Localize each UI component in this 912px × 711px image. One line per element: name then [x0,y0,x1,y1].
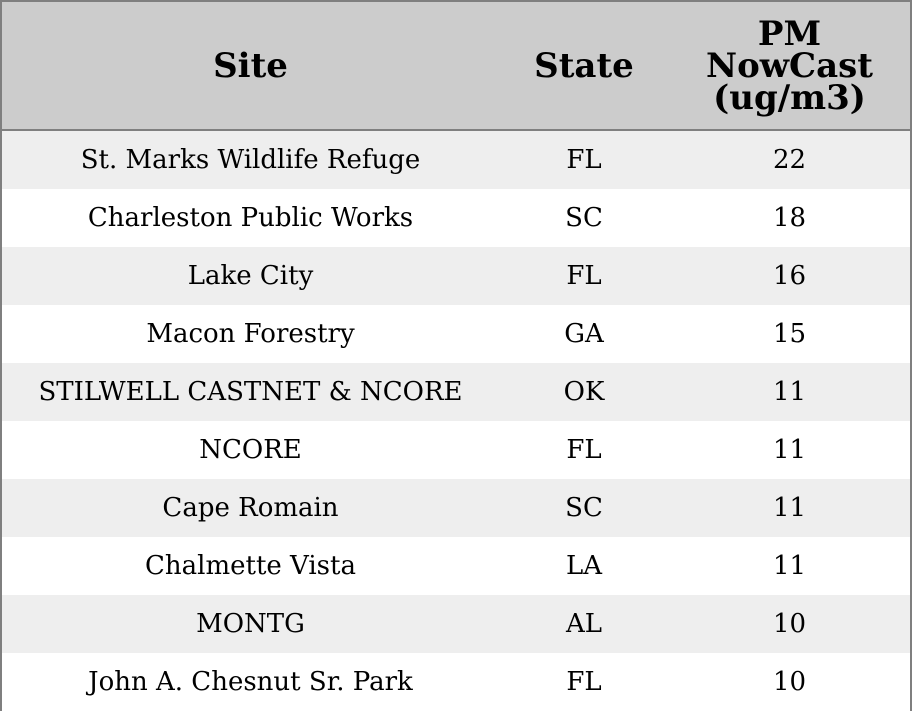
table-row: Chalmette Vista LA 11 [2,537,910,595]
table-row: Macon Forestry GA 15 [2,305,910,363]
column-header-pm-nowcast: PM NowCast (ug/m3) [706,13,873,118]
state-cell: GA [564,319,604,349]
state-cell: FL [566,145,602,175]
table-row: NCORE FL 11 [2,421,910,479]
table-row: Cape Romain SC 11 [2,479,910,537]
table-row: MONTG AL 10 [2,595,910,653]
state-cell: OK [563,377,605,407]
site-cell: Cape Romain [162,493,339,523]
table-row: John A. Chesnut Sr. Park FL 10 [2,653,910,711]
pm-nowcast-cell: 11 [772,377,807,407]
column-header-state: State [534,45,634,86]
pm-nowcast-cell: 22 [772,145,807,175]
table-body: St. Marks Wildlife Refuge FL 22 Charleston … [2,131,910,711]
site-cell: MONTG [196,609,305,639]
site-cell: STILWELL CASTNET & NCORE [38,377,463,407]
pm-nowcast-cell: 16 [772,261,807,291]
site-cell: Chalmette Vista [145,551,356,581]
table-row: STILWELL CASTNET & NCORE OK 11 [2,363,910,421]
state-cell: FL [566,667,602,697]
site-cell: Lake City [187,261,314,291]
state-cell: LA [565,551,603,581]
state-cell: SC [565,203,603,233]
state-cell: FL [566,435,602,465]
table-row: St. Marks Wildlife Refuge FL 22 [2,131,910,189]
state-cell: FL [566,261,602,291]
pm-nowcast-cell: 11 [772,551,807,581]
site-cell: Macon Forestry [146,319,355,349]
state-cell: SC [565,493,603,523]
table-header-row: Site State PM NowCast (ug/m3) [2,2,910,131]
pm-nowcast-cell: 15 [772,319,807,349]
pm-nowcast-cell: 11 [772,493,807,523]
site-cell: St. Marks Wildlife Refuge [80,145,421,175]
table-row: Lake City FL 16 [2,247,910,305]
pm-nowcast-cell: 10 [772,609,807,639]
state-cell: AL [565,609,603,639]
pm-nowcast-cell: 10 [772,667,807,697]
table-row: Charleston Public Works SC 18 [2,189,910,247]
site-cell: NCORE [199,435,302,465]
pm-nowcast-cell: 11 [772,435,807,465]
column-header-site: Site [213,45,288,86]
site-cell: John A. Chesnut Sr. Park [88,667,413,697]
site-cell: Charleston Public Works [87,203,414,233]
pm-nowcast-cell: 18 [772,203,807,233]
